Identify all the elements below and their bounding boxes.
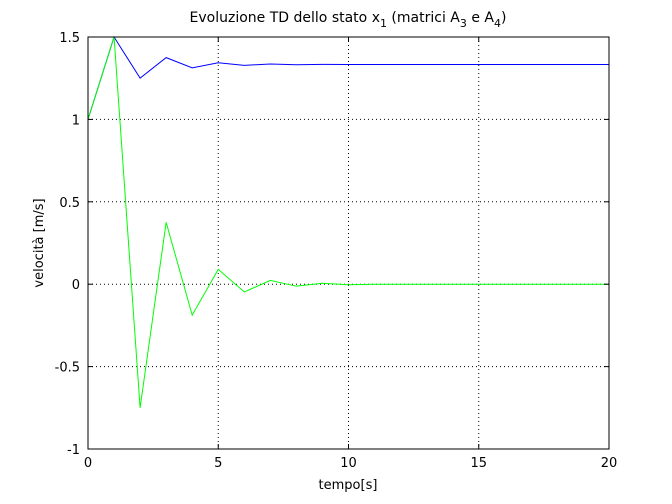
title-main: Evoluzione TD dello stato x [190, 10, 380, 26]
y-tick-label: 1.5 [59, 31, 80, 46]
y-tick-label: -1 [67, 443, 80, 458]
y-tick-label: 0 [72, 278, 80, 293]
series-line-2 [87, 36, 609, 408]
x-tick-label: 10 [340, 456, 357, 471]
title-conjunction: e A [467, 10, 495, 26]
title-state-subscript: 1 [380, 17, 387, 30]
chart-title: Evoluzione TD dello stato x1 (matrici A3… [190, 10, 507, 30]
title-close: ) [501, 10, 506, 26]
x-tick-label: 5 [214, 456, 222, 471]
plot-area [88, 37, 609, 449]
title-a-subscript-2: 4 [494, 17, 501, 30]
x-tick-label: 20 [601, 456, 618, 471]
y-tick-label: -0.5 [55, 361, 80, 376]
x-tick-label: 0 [84, 456, 92, 471]
tick-labels: 0 5 10 15 20 -1 -0.5 0 0.5 1 1.5 [55, 31, 618, 471]
title-matrices: (matrici A [387, 10, 460, 26]
x-axis-label: tempo[s] [319, 478, 378, 493]
title-a-subscript-1: 3 [460, 17, 467, 30]
y-axis-label: velocità [m/s] [32, 198, 47, 287]
tick-marks [87, 36, 610, 450]
series-line-1 [87, 35, 609, 120]
y-tick-label: 1 [72, 113, 80, 128]
series-group [87, 35, 609, 408]
y-tick-label: 0.5 [59, 196, 80, 211]
x-tick-label: 15 [470, 456, 487, 471]
